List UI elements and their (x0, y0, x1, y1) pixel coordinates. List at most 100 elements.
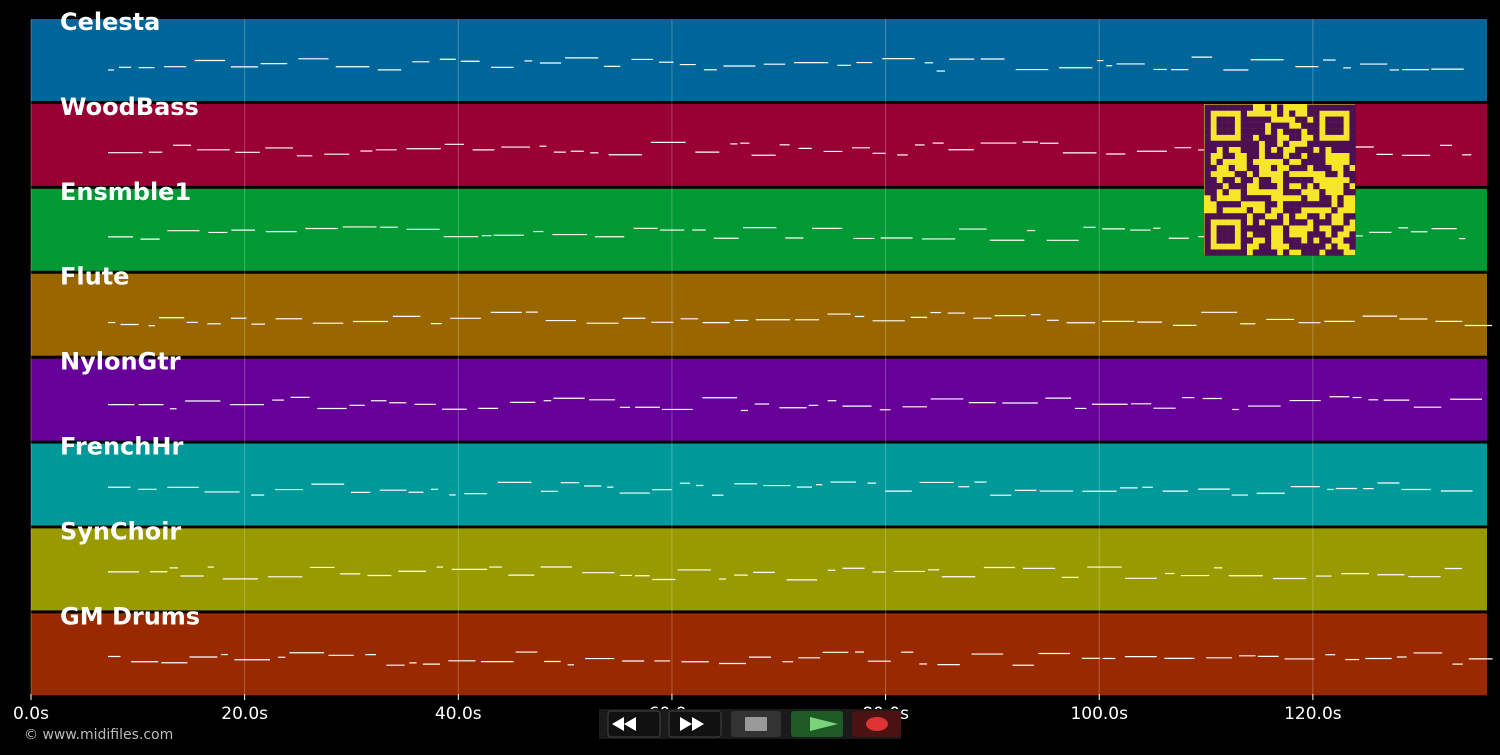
qr-cell (1264, 140, 1272, 147)
stop-button[interactable] (731, 711, 781, 737)
qr-cell (1349, 152, 1356, 160)
qr-cell (1252, 213, 1260, 220)
qr-cell (1343, 183, 1350, 190)
qr-cell (1307, 213, 1314, 220)
qr-cell (1234, 201, 1241, 208)
qr-cell (1240, 219, 1247, 226)
qr-cell (1313, 104, 1320, 111)
qr-cell (1319, 164, 1326, 172)
qr-cell (1252, 195, 1260, 202)
qr-cell (1222, 176, 1229, 184)
rewind-button[interactable] (607, 710, 661, 738)
qr-cell (1264, 104, 1272, 111)
qr-cell (1349, 104, 1356, 111)
qr-cell (1289, 134, 1296, 141)
qr-cell (1301, 158, 1308, 166)
qr-cell (1228, 225, 1235, 232)
qr-cell (1313, 164, 1320, 172)
qr-cell (1343, 164, 1350, 172)
qr-cell (1349, 116, 1356, 123)
qr-cell (1313, 201, 1320, 208)
qr-cell (1319, 152, 1326, 160)
qr-cell (1295, 164, 1302, 172)
qr-cell (1240, 249, 1247, 256)
qr-cell (1258, 122, 1266, 129)
x-tick-label: 100.0s (1070, 704, 1128, 724)
qr-cell (1270, 122, 1278, 129)
qr-cell (1240, 237, 1247, 244)
qr-cell (1283, 231, 1290, 238)
qr-cell (1343, 104, 1350, 111)
qr-cell (1252, 122, 1260, 129)
qr-cell (1204, 122, 1211, 129)
qr-cell (1228, 164, 1235, 172)
qr-cell (1264, 249, 1272, 256)
record-button[interactable] (852, 711, 901, 737)
qr-cell (1307, 110, 1314, 117)
qr-cell (1331, 140, 1338, 147)
qr-cell (1222, 213, 1229, 220)
qr-cell (1325, 122, 1332, 129)
qr-cell (1222, 122, 1229, 129)
qr-cell (1295, 219, 1302, 226)
qr-cell (1307, 122, 1314, 129)
qr-cell (1216, 249, 1223, 256)
qr-cell (1264, 146, 1272, 154)
qr-cell (1222, 146, 1229, 154)
qr-cell (1289, 189, 1296, 196)
qr-cell (1204, 231, 1211, 238)
qr-cell (1240, 116, 1247, 123)
qr-cell (1313, 249, 1320, 256)
qr-cell (1240, 231, 1247, 238)
qr-cell (1283, 201, 1290, 208)
qr-cell (1343, 146, 1350, 154)
qr-cell (1289, 219, 1296, 226)
play-button[interactable] (791, 711, 843, 737)
qr-cell (1349, 231, 1356, 238)
qr-cell (1222, 189, 1229, 196)
qr-cell (1246, 237, 1254, 244)
qr-cell (1313, 116, 1320, 123)
qr-cell (1295, 207, 1302, 214)
qr-cell (1240, 225, 1247, 232)
qr-cell (1270, 249, 1278, 256)
qr-cell (1289, 213, 1296, 220)
qr-cell (1252, 231, 1260, 238)
qr-cell (1264, 201, 1272, 208)
qr-cell (1289, 128, 1296, 135)
qr-cell (1349, 170, 1356, 178)
qr-cell (1204, 249, 1211, 256)
qr-cell (1216, 104, 1223, 111)
qr-cell (1258, 195, 1266, 202)
qr-cell (1222, 152, 1229, 160)
qr-cell (1234, 213, 1241, 220)
qr-cell (1246, 104, 1254, 111)
forward-button[interactable] (668, 710, 722, 738)
qr-cell (1264, 134, 1272, 141)
qr-cell (1246, 207, 1254, 214)
qr-cell (1222, 201, 1229, 208)
qr-cell (1204, 237, 1211, 244)
qr-cell (1204, 189, 1211, 196)
qr-cell (1276, 122, 1284, 129)
qr-cell (1307, 231, 1314, 238)
qr-cell (1295, 237, 1302, 244)
qr-cell (1270, 183, 1278, 190)
qr-cell (1349, 140, 1356, 147)
track-name: Celesta (60, 8, 160, 36)
qr-cell (1319, 219, 1326, 226)
qr-cell (1295, 146, 1302, 154)
qr-cell (1313, 122, 1320, 129)
x-tick-label: 40.0s (435, 704, 482, 724)
track-lane (31, 613, 1487, 696)
qr-cell (1264, 225, 1272, 232)
track-lane (31, 358, 1487, 441)
track-name: GM Drums (60, 602, 200, 630)
qr-cell (1325, 201, 1332, 208)
qr-cell (1228, 128, 1235, 135)
qr-cell (1216, 183, 1223, 190)
qr-cell (1204, 104, 1211, 111)
qr-cell (1331, 225, 1338, 232)
qr-cell (1270, 128, 1278, 135)
qr-cell (1210, 104, 1217, 111)
